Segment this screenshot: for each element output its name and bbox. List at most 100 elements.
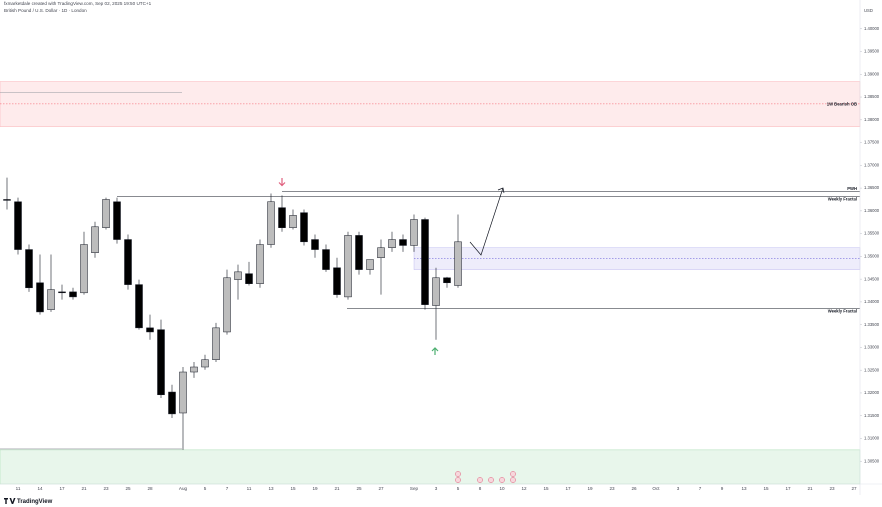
x-tick-label: 5 <box>204 486 207 491</box>
candle-body <box>267 201 275 245</box>
x-tick-label: 14 <box>37 486 43 491</box>
y-tick-label: 1.36500 <box>864 185 880 190</box>
y-tick-label: 1.32000 <box>864 390 880 395</box>
footer-bar <box>0 495 882 507</box>
candle-body <box>102 199 110 228</box>
x-tick-label: 11 <box>16 486 21 491</box>
x-tick-label: 15 <box>290 486 296 491</box>
candle-body <box>366 259 374 270</box>
x-tick-label: 17 <box>565 486 571 491</box>
candle-body <box>113 201 121 240</box>
y-tick-label: 1.37000 <box>864 162 880 167</box>
y-tick-label: 1.33500 <box>864 322 880 327</box>
candle-body <box>223 277 231 333</box>
candle-body <box>124 239 132 285</box>
y-tick-label: 1.35000 <box>864 253 880 258</box>
x-tick-label: 13 <box>268 486 274 491</box>
x-tick-label: 15 <box>763 486 769 491</box>
y-tick-label: 1.32500 <box>864 367 880 372</box>
candle-body <box>14 201 22 250</box>
x-tick-label: 23 <box>609 486 615 491</box>
x-tick-label: Oct <box>652 486 660 491</box>
y-tick-label: 1.37500 <box>864 140 880 145</box>
x-tick-label: 8 <box>479 486 482 491</box>
candle-body <box>212 327 220 360</box>
time-axis: 11 14 17 21 23 25 28 Aug 5 7 11 13 15 19 21 25 27 Sep 3 5 8 1… <box>16 486 857 491</box>
candle-body <box>278 207 286 228</box>
x-tick-label: 13 <box>741 486 747 491</box>
candle-body <box>322 249 330 270</box>
brand-logo <box>3 498 16 504</box>
candle-body <box>157 329 165 396</box>
candle-body <box>58 291 66 294</box>
candle-body <box>399 239 407 246</box>
candle-body <box>421 219 429 305</box>
y-tick-label: 1.33000 <box>864 345 880 350</box>
candle-body <box>47 289 55 310</box>
x-tick-label: 23 <box>103 486 109 491</box>
candle-body <box>256 244 264 284</box>
y-tick-label: 1.38000 <box>864 117 880 122</box>
x-tick-label: 27 <box>851 486 857 491</box>
candle-body <box>388 239 396 248</box>
candle-body <box>443 277 451 284</box>
y-tick-label: 1.34500 <box>864 276 880 281</box>
y-tick-label: 1.31000 <box>864 436 880 441</box>
y-tick-label: 1.40000 <box>864 26 880 31</box>
x-tick-label: 9 <box>721 486 724 491</box>
x-tick-label: 7 <box>699 486 702 491</box>
candle-body <box>69 291 77 298</box>
levels: PWH Weekly Fractal Weekly Fractal <box>0 92 860 450</box>
zone-label: 1W Bearish OB <box>827 101 857 106</box>
candle-body <box>201 359 209 368</box>
x-tick-label: 21 <box>81 486 87 491</box>
x-tick-label: 25 <box>125 486 131 491</box>
x-tick-label: 21 <box>807 486 813 491</box>
candle-body <box>234 271 242 280</box>
x-tick-label: 3 <box>677 486 680 491</box>
x-tick-label: 17 <box>785 486 791 491</box>
candle-body <box>344 235 352 298</box>
event-markers <box>455 471 516 483</box>
candle-body <box>355 235 363 270</box>
x-tick-label: 17 <box>59 486 65 491</box>
candles <box>3 177 462 450</box>
currency: USD <box>864 8 873 13</box>
candle-body <box>410 219 418 246</box>
x-tick-label: 28 <box>147 486 153 491</box>
x-tick-label: 23 <box>829 486 835 491</box>
x-tick-label: 21 <box>334 486 340 491</box>
up-arrow <box>431 347 439 355</box>
x-tick-label: 19 <box>587 486 593 491</box>
brand: TradingView <box>17 499 53 505</box>
level-label: PWH <box>847 186 857 191</box>
x-tick-label: 12 <box>521 486 527 491</box>
x-tick-label: Aug <box>179 486 188 491</box>
candle-body <box>454 241 462 286</box>
y-tick-label: 1.34000 <box>864 299 880 304</box>
y-tick-label: 1.39500 <box>864 49 880 54</box>
x-tick-label: 5 <box>457 486 460 491</box>
y-tick-label: 1.39000 <box>864 71 880 76</box>
symbol-line: British Pound / U.S. Dollar · 1D · Londo… <box>4 8 87 13</box>
y-tick-label: 1.31500 <box>864 413 880 418</box>
candle-body <box>190 366 198 373</box>
x-tick-label: 26 <box>631 486 637 491</box>
candle-body <box>311 239 319 250</box>
candle-body <box>179 371 187 414</box>
x-tick-label: 27 <box>378 486 384 491</box>
candle-body <box>146 327 154 333</box>
x-tick-label: 7 <box>226 486 229 491</box>
candle-body <box>300 212 308 243</box>
x-tick-label: Sep <box>410 486 419 491</box>
candle-body <box>3 199 11 201</box>
x-tick-label: 11 <box>247 486 252 491</box>
x-tick-label: 3 <box>435 486 438 491</box>
x-tick-label: 19 <box>312 486 318 491</box>
down-arrow <box>278 178 286 187</box>
zone <box>0 449 861 485</box>
x-tick-label: 15 <box>543 486 549 491</box>
candle-body <box>91 226 99 253</box>
